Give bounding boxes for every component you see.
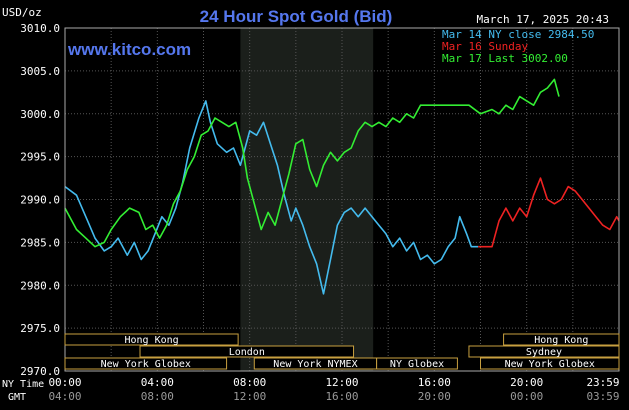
series-line-0 (64, 100, 479, 295)
ny-time-label: NY Time (2, 379, 44, 390)
session-box (139, 345, 355, 358)
session-box (64, 357, 228, 370)
timestamp-label: March 17, 2025 20:43 (477, 13, 609, 26)
y-tick-label: 2985.0 (20, 236, 60, 249)
ny-tick-label: 16:00 (418, 376, 451, 389)
session-label: Hong Kong (534, 335, 588, 346)
grid-lines (65, 28, 619, 371)
session-label: NY Globex (390, 359, 444, 370)
unit-label: USD/oz (2, 6, 42, 19)
session-box (480, 357, 620, 370)
y-tick-label: 2980.0 (20, 279, 60, 292)
y-tick-label: 3000.0 (20, 108, 60, 121)
y-tick-label: 3005.0 (20, 65, 60, 78)
market-sessions: Hong Kong London New York Globex New York N… (64, 333, 620, 370)
session-label: Sydney (526, 347, 562, 358)
session-box (468, 345, 620, 358)
ny-tick-label: 23:59 (586, 376, 619, 389)
ny-tick-label: 04:00 (141, 376, 174, 389)
session-box (503, 333, 620, 346)
gmt-tick-label: 20:00 (418, 390, 451, 403)
gmt-tick-label: 08:00 (141, 390, 174, 403)
y-tick-label: 2970.0 (20, 365, 60, 378)
session-label: London (229, 347, 265, 358)
legend-item-sunday: Mar 16 Sunday (442, 40, 528, 53)
gmt-tick-label: 03:59 (586, 390, 619, 403)
legend-item-ny-close: Mar 14 NY close 2984.50 (442, 28, 594, 41)
gmt-tick-label: 12:00 (233, 390, 266, 403)
gmt-tick-label: 04:00 (48, 390, 81, 403)
site-watermark: www.kitco.com (67, 40, 191, 59)
y-tick-label: 2995.0 (20, 151, 60, 164)
series-line-2 (64, 78, 560, 248)
session-label: New York NYMEX (273, 359, 357, 370)
session-label: Hong Kong (124, 335, 178, 346)
ny-tick-label: 08:00 (233, 376, 266, 389)
x-axis-ticks: 00:00 04:00 08:00 12:00 16:00 20:00 23:5904:00… (48, 376, 619, 403)
gmt-label: GMT (8, 392, 26, 403)
y-tick-label: 2975.0 (20, 322, 60, 335)
y-tick-label: 2990.0 (20, 194, 60, 207)
ny-tick-label: 20:00 (510, 376, 543, 389)
series-lines (64, 78, 620, 295)
ny-tick-label: 00:00 (48, 376, 81, 389)
session-label: New York Globex (505, 359, 595, 370)
y-axis-ticks: 3010.0 3005.0 3000.0 2995.0 2990.0 2985.0 2980… (20, 22, 60, 378)
y-tick-label: 3010.0 (20, 22, 60, 35)
session-box (64, 333, 239, 346)
plot-area (64, 27, 620, 372)
chart-title: 24 Hour Spot Gold (Bid) (200, 7, 393, 26)
legend: Mar 14 NY close 2984.50 Mar 16 Sunday Ma… (442, 28, 594, 65)
session-box (376, 357, 458, 370)
series-line-1 (478, 177, 620, 248)
nymex-shaded-region (240, 28, 374, 371)
legend-item-last: Mar 17 Last 3002.00 (442, 52, 568, 65)
gmt-tick-label: 00:00 (510, 390, 543, 403)
ny-tick-label: 12:00 (325, 376, 358, 389)
session-label: New York Globex (101, 359, 191, 370)
gmt-tick-label: 16:00 (325, 390, 358, 403)
plot-frame (64, 27, 620, 372)
